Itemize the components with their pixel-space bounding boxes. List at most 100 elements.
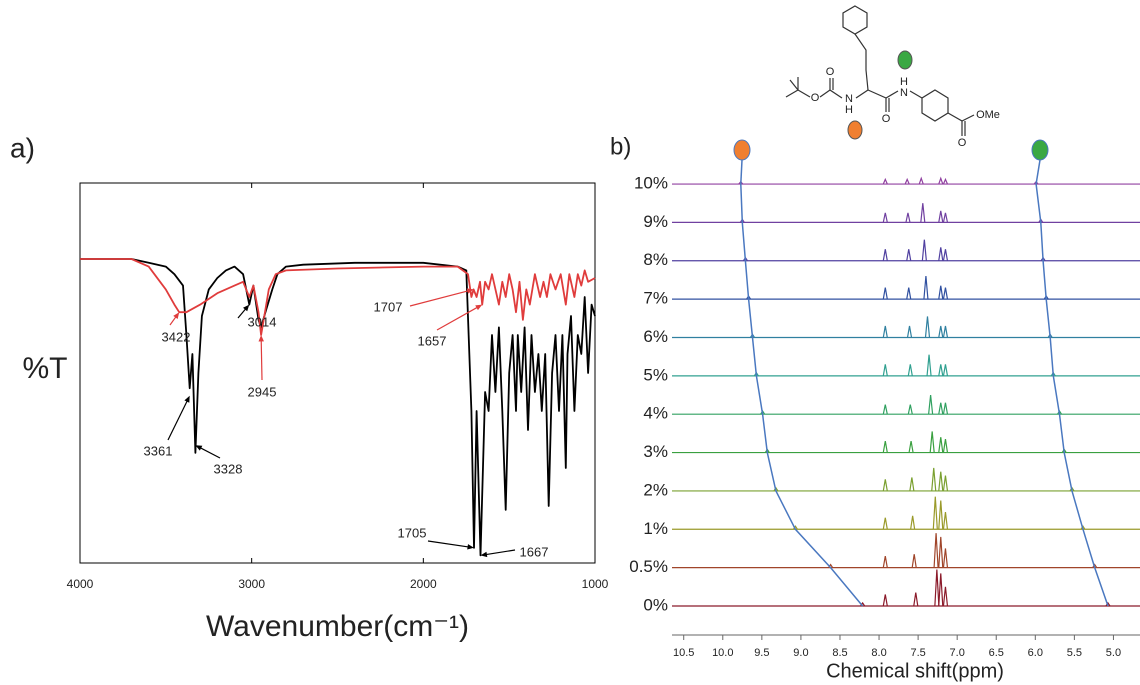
phenyl-ring	[842, 5, 868, 35]
x-tick-label: 8.5	[832, 647, 847, 659]
peak	[1092, 563, 1098, 568]
y-axis-title: %T	[23, 352, 68, 385]
peak	[924, 316, 931, 338]
peak	[942, 548, 949, 568]
x-tick-label: 3000	[238, 577, 265, 591]
peak	[908, 440, 914, 453]
peak	[904, 177, 910, 185]
peak	[938, 176, 944, 185]
peak	[910, 515, 916, 530]
peak	[938, 402, 944, 415]
panel-label: b)	[610, 133, 631, 160]
peak	[928, 394, 934, 415]
peak	[1080, 525, 1086, 530]
arrow-head	[258, 335, 264, 342]
annotation-label: 1667	[520, 544, 549, 559]
peak	[920, 203, 926, 223]
x-tick-label: 10.0	[712, 647, 733, 659]
peak	[911, 554, 917, 568]
peak	[1105, 601, 1111, 607]
trace-label: 0%	[643, 595, 668, 614]
aryl-ring	[921, 89, 949, 122]
peak	[934, 569, 940, 607]
peak	[923, 276, 929, 300]
trace-label: 3%	[643, 442, 668, 461]
side-chain	[854, 33, 869, 91]
peak	[942, 249, 949, 261]
bond	[829, 78, 843, 99]
peak	[942, 212, 949, 223]
bond	[885, 90, 899, 99]
x-tick-label: 4000	[67, 577, 94, 591]
trace-label: 6%	[643, 327, 668, 346]
peak	[882, 517, 888, 530]
arrow-head	[173, 312, 180, 320]
atom-label: O	[958, 137, 967, 149]
peak	[942, 325, 949, 338]
peak	[938, 210, 944, 223]
atom-label: OMe	[976, 109, 1000, 121]
peak	[882, 479, 888, 492]
marker-orange	[733, 139, 751, 161]
peak	[907, 404, 913, 415]
peak	[921, 239, 927, 261]
trace-label: 4%	[643, 404, 668, 423]
peak	[906, 249, 912, 261]
annotation-label: 1657	[418, 333, 447, 348]
marker-orange	[847, 120, 863, 140]
peak	[932, 496, 938, 530]
track-extension	[1035, 159, 1041, 185]
peak	[938, 285, 944, 300]
spectrum-line	[80, 258, 596, 557]
peak	[938, 573, 944, 607]
x-tick-label: 7.5	[910, 647, 925, 659]
x-tick-label: 5.5	[1067, 647, 1082, 659]
atom-label: O	[826, 66, 835, 78]
trace-label: 2%	[643, 480, 668, 499]
peak	[905, 212, 911, 223]
peak	[938, 247, 944, 261]
peak	[942, 439, 949, 453]
annotation-label: 3014	[248, 314, 277, 329]
x-tick-label: 6.5	[989, 647, 1004, 659]
peak	[938, 500, 944, 530]
peak	[938, 437, 944, 453]
track-extension	[740, 159, 743, 185]
peak	[882, 556, 888, 568]
peak-track	[1035, 183, 1109, 607]
bond	[819, 89, 831, 98]
bond	[797, 89, 811, 98]
bond	[789, 79, 799, 91]
trace-label: 7%	[643, 289, 668, 308]
bond	[867, 89, 887, 112]
x-tick-label: 1000	[582, 577, 609, 591]
atom-label: H	[900, 76, 908, 88]
arrow-head	[467, 544, 474, 550]
arrow-head	[195, 445, 203, 451]
trace-label: 5%	[643, 365, 668, 384]
peak	[938, 471, 944, 491]
peak	[942, 287, 949, 300]
peak	[906, 287, 912, 300]
peak	[882, 212, 888, 223]
annotation-label: 3422	[162, 329, 191, 344]
marker-green	[1031, 139, 1049, 161]
peak	[942, 177, 949, 185]
annotation-arrow	[198, 446, 221, 459]
bond	[785, 89, 799, 98]
trace-label: 10%	[634, 174, 668, 193]
trace-label: 9%	[643, 212, 668, 231]
peak	[882, 287, 888, 300]
peak	[882, 325, 888, 338]
molecule	[785, 5, 975, 140]
atom-label: H	[845, 104, 853, 116]
x-tick-label: 5.0	[1106, 647, 1121, 659]
arrow-head	[243, 304, 250, 312]
peak	[918, 176, 924, 185]
annotation-label: 2945	[248, 384, 277, 399]
spectrum-line	[80, 258, 596, 336]
peak	[929, 431, 935, 453]
arrow-head	[184, 395, 190, 403]
annotation-arrow	[260, 338, 263, 381]
x-axis-title: Chemical shift(ppm)	[826, 660, 1004, 682]
